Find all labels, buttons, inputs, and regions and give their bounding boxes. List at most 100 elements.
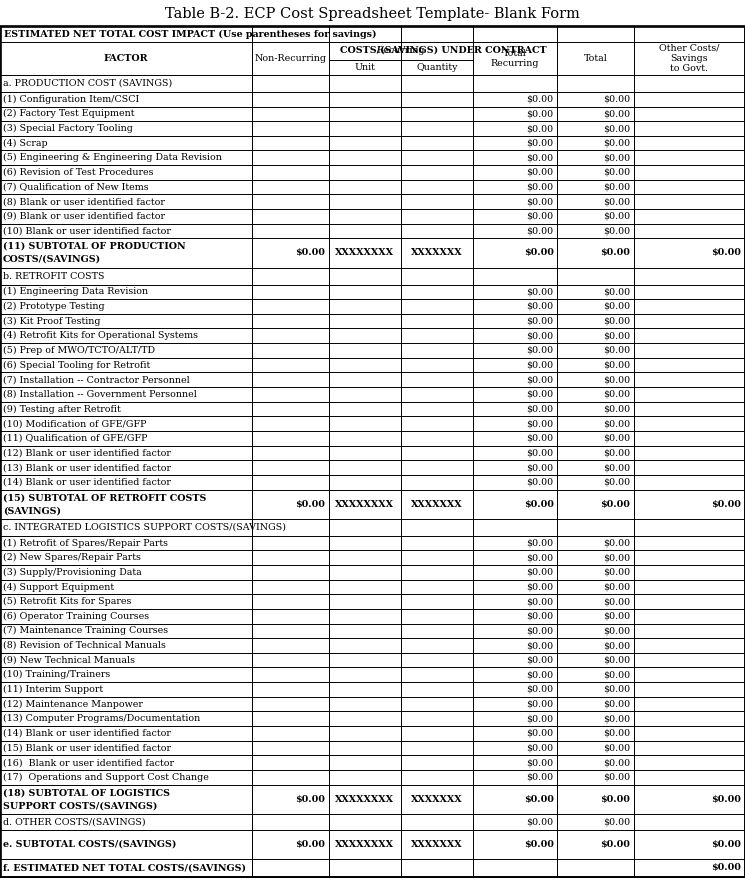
Text: XXXXXXX: XXXXXXX <box>411 795 463 804</box>
Text: (3) Special Factory Tooling: (3) Special Factory Tooling <box>3 124 133 133</box>
Text: $0.00: $0.00 <box>603 302 630 311</box>
Text: $0.00: $0.00 <box>603 714 630 723</box>
Text: $0.00: $0.00 <box>711 840 741 848</box>
Text: (18) SUBTOTAL OF LOGISTICS: (18) SUBTOTAL OF LOGISTICS <box>3 789 170 797</box>
Text: (6) Revision of Test Procedures: (6) Revision of Test Procedures <box>3 168 153 177</box>
Text: f. ESTIMATED NET TOTAL COSTS/(SAVINGS): f. ESTIMATED NET TOTAL COSTS/(SAVINGS) <box>3 863 246 872</box>
Text: $0.00: $0.00 <box>527 612 554 621</box>
Text: b. RETROFIT COSTS: b. RETROFIT COSTS <box>3 272 104 280</box>
Text: $0.00: $0.00 <box>524 500 554 509</box>
Text: (14) Blank or user identified factor: (14) Blank or user identified factor <box>3 729 171 738</box>
Text: $0.00: $0.00 <box>603 317 630 325</box>
Text: ESTIMATED NET TOTAL COST IMPACT (Use parentheses for savings): ESTIMATED NET TOTAL COST IMPACT (Use par… <box>4 29 376 39</box>
Text: $0.00: $0.00 <box>603 390 630 399</box>
Text: $0.00: $0.00 <box>527 153 554 162</box>
Text: $0.00: $0.00 <box>527 227 554 235</box>
Text: (9) Testing after Retrofit: (9) Testing after Retrofit <box>3 405 121 414</box>
Text: $0.00: $0.00 <box>603 597 630 606</box>
Text: (7) Maintenance Training Courses: (7) Maintenance Training Courses <box>3 626 168 635</box>
Text: $0.00: $0.00 <box>603 582 630 592</box>
Text: $0.00: $0.00 <box>527 655 554 665</box>
Text: $0.00: $0.00 <box>603 346 630 355</box>
Text: $0.00: $0.00 <box>527 553 554 562</box>
Text: $0.00: $0.00 <box>603 168 630 177</box>
Text: $0.00: $0.00 <box>527 699 554 708</box>
Text: (13) Computer Programs/Documentation: (13) Computer Programs/Documentation <box>3 714 200 723</box>
Text: (SAVINGS): (SAVINGS) <box>3 506 61 515</box>
Text: $0.00: $0.00 <box>603 227 630 235</box>
Text: $0.00: $0.00 <box>527 361 554 370</box>
Text: $0.00: $0.00 <box>603 138 630 147</box>
Text: $0.00: $0.00 <box>527 168 554 177</box>
Text: $0.00: $0.00 <box>603 744 630 752</box>
Text: (4) Scrap: (4) Scrap <box>3 138 48 147</box>
Text: $0.00: $0.00 <box>603 332 630 340</box>
Text: $0.00: $0.00 <box>527 568 554 577</box>
Text: $0.00: $0.00 <box>603 463 630 472</box>
Text: (8) Installation -- Government Personnel: (8) Installation -- Government Personnel <box>3 390 197 399</box>
Text: SUPPORT COSTS/(SAVINGS): SUPPORT COSTS/(SAVINGS) <box>3 801 157 811</box>
Text: $0.00: $0.00 <box>527 626 554 635</box>
Text: $0.00: $0.00 <box>295 840 325 848</box>
Text: $0.00: $0.00 <box>600 795 630 804</box>
Text: $0.00: $0.00 <box>527 317 554 325</box>
Text: (6) Operator Training Courses: (6) Operator Training Courses <box>3 612 149 621</box>
Text: $0.00: $0.00 <box>527 759 554 767</box>
Text: $0.00: $0.00 <box>603 212 630 220</box>
Text: $0.00: $0.00 <box>295 249 325 258</box>
Text: $0.00: $0.00 <box>600 840 630 848</box>
Text: e. SUBTOTAL COSTS/(SAVINGS): e. SUBTOTAL COSTS/(SAVINGS) <box>3 840 177 848</box>
Text: (5) Retrofit Kits for Spares: (5) Retrofit Kits for Spares <box>3 597 131 606</box>
Text: (11) Interim Support: (11) Interim Support <box>3 685 103 694</box>
Text: $0.00: $0.00 <box>527 641 554 650</box>
Text: (9) New Technical Manuals: (9) New Technical Manuals <box>3 655 135 665</box>
Text: c. INTEGRATED LOGISTICS SUPPORT COSTS/(SAVINGS): c. INTEGRATED LOGISTICS SUPPORT COSTS/(S… <box>3 523 286 532</box>
Text: $0.00: $0.00 <box>603 434 630 443</box>
Text: (17)  Operations and Support Cost Change: (17) Operations and Support Cost Change <box>3 773 209 781</box>
Text: $0.00: $0.00 <box>600 500 630 509</box>
Text: $0.00: $0.00 <box>603 419 630 428</box>
Text: $0.00: $0.00 <box>527 332 554 340</box>
Text: $0.00: $0.00 <box>527 685 554 694</box>
Text: $0.00: $0.00 <box>527 818 554 826</box>
Text: $0.00: $0.00 <box>527 597 554 606</box>
Text: $0.00: $0.00 <box>603 670 630 679</box>
Text: (15) Blank or user identified factor: (15) Blank or user identified factor <box>3 744 171 752</box>
Text: (7) Qualification of New Items: (7) Qualification of New Items <box>3 183 148 191</box>
Text: a. PRODUCTION COST (SAVINGS): a. PRODUCTION COST (SAVINGS) <box>3 79 172 88</box>
Text: $0.00: $0.00 <box>527 729 554 738</box>
Text: $0.00: $0.00 <box>711 249 741 258</box>
Text: (9) Blank or user identified factor: (9) Blank or user identified factor <box>3 212 165 220</box>
Text: $0.00: $0.00 <box>603 198 630 206</box>
Text: $0.00: $0.00 <box>527 744 554 752</box>
Text: $0.00: $0.00 <box>603 626 630 635</box>
Text: $0.00: $0.00 <box>527 109 554 118</box>
Text: Table B-2. ECP Cost Spreadsheet Template- Blank Form: Table B-2. ECP Cost Spreadsheet Template… <box>165 7 580 21</box>
Text: $0.00: $0.00 <box>603 375 630 385</box>
Text: $0.00: $0.00 <box>527 288 554 296</box>
Text: (13) Blank or user identified factor: (13) Blank or user identified factor <box>3 463 171 472</box>
Text: Non-Recurring: Non-Recurring <box>254 54 326 63</box>
Text: $0.00: $0.00 <box>603 448 630 458</box>
Text: $0.00: $0.00 <box>603 729 630 738</box>
Text: (11) Qualification of GFE/GFP: (11) Qualification of GFE/GFP <box>3 434 148 443</box>
Text: XXXXXXX: XXXXXXX <box>411 840 463 848</box>
Text: FACTOR: FACTOR <box>104 54 148 63</box>
Text: $0.00: $0.00 <box>603 568 630 577</box>
Text: Total
Recurring: Total Recurring <box>491 49 539 68</box>
Text: $0.00: $0.00 <box>527 419 554 428</box>
Text: (10) Modification of GFE/GFP: (10) Modification of GFE/GFP <box>3 419 147 428</box>
Text: Other Costs/
Savings
to Govt.: Other Costs/ Savings to Govt. <box>659 43 720 73</box>
Text: (8) Blank or user identified factor: (8) Blank or user identified factor <box>3 198 165 206</box>
Text: XXXXXXXX: XXXXXXXX <box>335 500 394 509</box>
Text: (10) Blank or user identified factor: (10) Blank or user identified factor <box>3 227 171 235</box>
Text: $0.00: $0.00 <box>527 124 554 133</box>
Text: $0.00: $0.00 <box>527 302 554 311</box>
Text: $0.00: $0.00 <box>603 759 630 767</box>
Text: (6) Special Tooling for Retrofit: (6) Special Tooling for Retrofit <box>3 361 150 370</box>
Text: $0.00: $0.00 <box>603 699 630 708</box>
Text: $0.00: $0.00 <box>603 288 630 296</box>
Text: (16)  Blank or user identified factor: (16) Blank or user identified factor <box>3 759 174 767</box>
Text: $0.00: $0.00 <box>603 818 630 826</box>
Text: d. OTHER COSTS/(SAVINGS): d. OTHER COSTS/(SAVINGS) <box>3 818 145 826</box>
